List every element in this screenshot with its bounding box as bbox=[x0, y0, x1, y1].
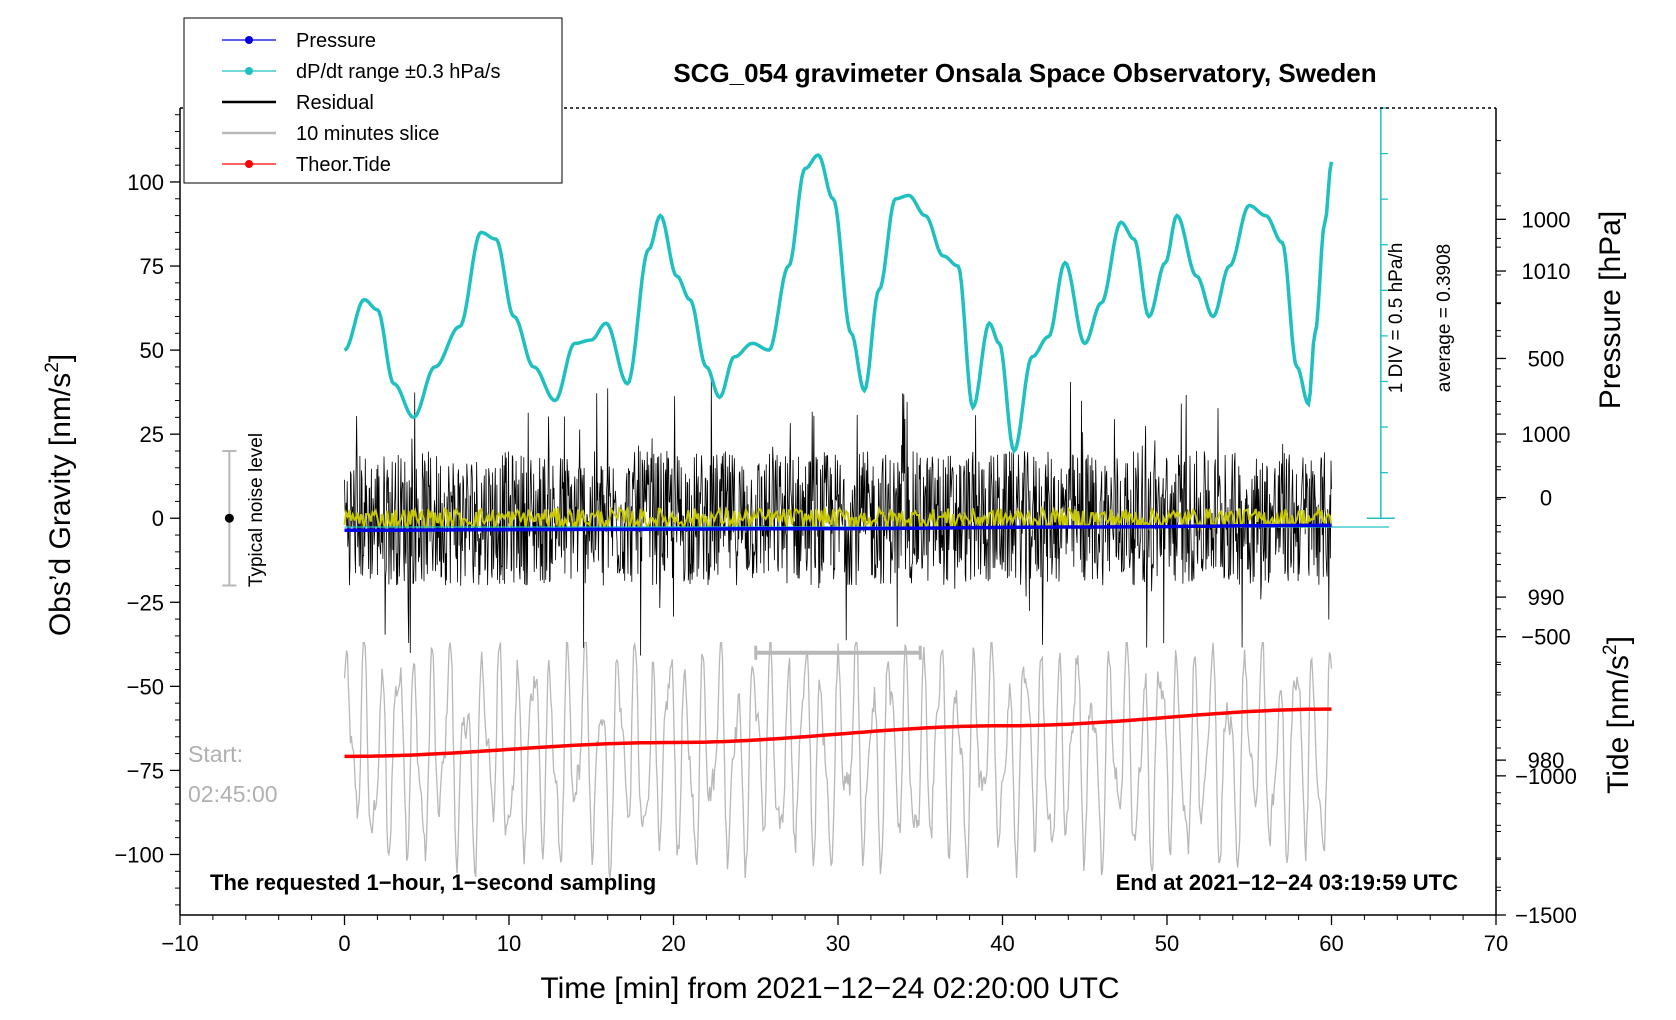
legend-swatch-marker bbox=[245, 67, 253, 75]
noise-level-label: Typical noise level bbox=[246, 433, 267, 587]
x-tick-label: −10 bbox=[161, 931, 198, 956]
y-tide-label-main: Tide [nm/s bbox=[1602, 655, 1635, 794]
tide-series-line bbox=[344, 707, 1332, 759]
legend-item: 10 minutes slice bbox=[222, 123, 439, 145]
x-axis-label: Time [min] from 2021−12−24 02:20:00 UTC bbox=[540, 972, 1119, 1005]
x-tick-label: 0 bbox=[338, 931, 350, 956]
slice-range-marker bbox=[754, 645, 922, 660]
y-gravity-tick-label: 75 bbox=[140, 254, 164, 279]
y-pressure-tick-label: 990 bbox=[1528, 585, 1565, 610]
ticks-layer: −10 0 10 20 30 40 50 60 70−100−75−50−25025507510… bbox=[114, 114, 1577, 956]
y-pressure-tick-label: 1010 bbox=[1522, 259, 1571, 284]
data-layer bbox=[222, 153, 1390, 879]
x-tick-label: 50 bbox=[1155, 931, 1179, 956]
legend-label: dP/dt range ±0.3 hPa/s bbox=[296, 61, 500, 83]
y-axis-label-gravity: Obs’d Gravity [nm/s2] bbox=[42, 354, 77, 636]
y-tide-tick-label: −1000 bbox=[1515, 764, 1577, 789]
legend-label: Pressure bbox=[296, 30, 376, 52]
sampling-note: The requested 1−hour, 1−second sampling bbox=[210, 870, 656, 895]
y-tide-tick-label: 500 bbox=[1528, 346, 1565, 371]
y-gravity-label-end: ] bbox=[44, 354, 77, 362]
legend-label: Theor.Tide bbox=[296, 154, 391, 176]
legend: Pressure dP/dt range ±0.3 hPa/s Residual 10… bbox=[183, 17, 563, 184]
noise-level-bar bbox=[222, 449, 237, 587]
y-gravity-tick-label: −50 bbox=[127, 674, 164, 699]
slice-series-line bbox=[343, 641, 1333, 879]
y-pressure-tick-label: 980 bbox=[1528, 748, 1565, 773]
legend-item: Theor.Tide bbox=[222, 154, 391, 176]
y-gravity-tick-label: 0 bbox=[152, 506, 164, 531]
y-gravity-tick-label: 25 bbox=[140, 422, 164, 447]
legend-label: 10 minutes slice bbox=[296, 123, 439, 145]
end-time-note: End at 2021−12−24 03:19:59 UTC bbox=[1116, 870, 1459, 895]
y-tide-tick-label: 1000 bbox=[1522, 207, 1571, 232]
legend-swatch-marker bbox=[245, 160, 253, 168]
y-pressure-tick-label: 1000 bbox=[1522, 422, 1571, 447]
pressure-div-label: 1 DIV = 0.5 hPa/h bbox=[1386, 243, 1407, 394]
y-gravity-label-main: Obs’d Gravity [nm/s bbox=[44, 373, 77, 636]
pressure-average-label: average = 0.3908 bbox=[1434, 244, 1455, 392]
y-tide-label-end: ] bbox=[1602, 636, 1635, 644]
legend-item: Pressure bbox=[222, 30, 376, 52]
y-gravity-tick-label: −100 bbox=[114, 842, 164, 867]
y-axis-label-tide: Tide [nm/s2] bbox=[1600, 636, 1635, 794]
chart-title: SCG_054 gravimeter Onsala Space Observat… bbox=[673, 58, 1376, 88]
y-gravity-tick-label: −75 bbox=[127, 758, 164, 783]
noise-bar-center-dot bbox=[224, 513, 234, 523]
dpdt-series-line bbox=[343, 153, 1334, 455]
y-tide-tick-label: 0 bbox=[1540, 486, 1552, 511]
y-tide-label-sup: 2 bbox=[1600, 644, 1621, 655]
x-tick-label: 40 bbox=[990, 931, 1014, 956]
y-tide-tick-label: −1500 bbox=[1515, 903, 1577, 928]
start-label: Start: bbox=[188, 741, 243, 767]
pressure-rate-scale bbox=[1366, 107, 1395, 519]
legend-swatch-marker bbox=[245, 36, 253, 44]
y-tide-tick-label: −500 bbox=[1521, 625, 1571, 650]
pressure-series-line bbox=[344, 523, 1332, 532]
residual-smoothed-line bbox=[343, 505, 1333, 532]
y-gravity-tick-label: 50 bbox=[140, 338, 164, 363]
y-gravity-tick-label: −25 bbox=[127, 590, 164, 615]
y-gravity-tick-label: 100 bbox=[127, 170, 164, 195]
legend-label: Residual bbox=[296, 92, 374, 114]
x-tick-label: 60 bbox=[1319, 931, 1343, 956]
x-tick-label: 20 bbox=[661, 931, 685, 956]
x-tick-label: 70 bbox=[1484, 931, 1508, 956]
x-tick-label: 30 bbox=[826, 931, 850, 956]
y-axis-label-pressure: Pressure [hPa] bbox=[1594, 211, 1627, 409]
start-time-label: 02:45:00 bbox=[188, 781, 278, 807]
x-tick-label: 10 bbox=[497, 931, 521, 956]
legend-item: dP/dt range ±0.3 hPa/s bbox=[222, 61, 500, 83]
y-gravity-label-sup: 2 bbox=[42, 362, 63, 373]
legend-item: Residual bbox=[222, 92, 374, 114]
